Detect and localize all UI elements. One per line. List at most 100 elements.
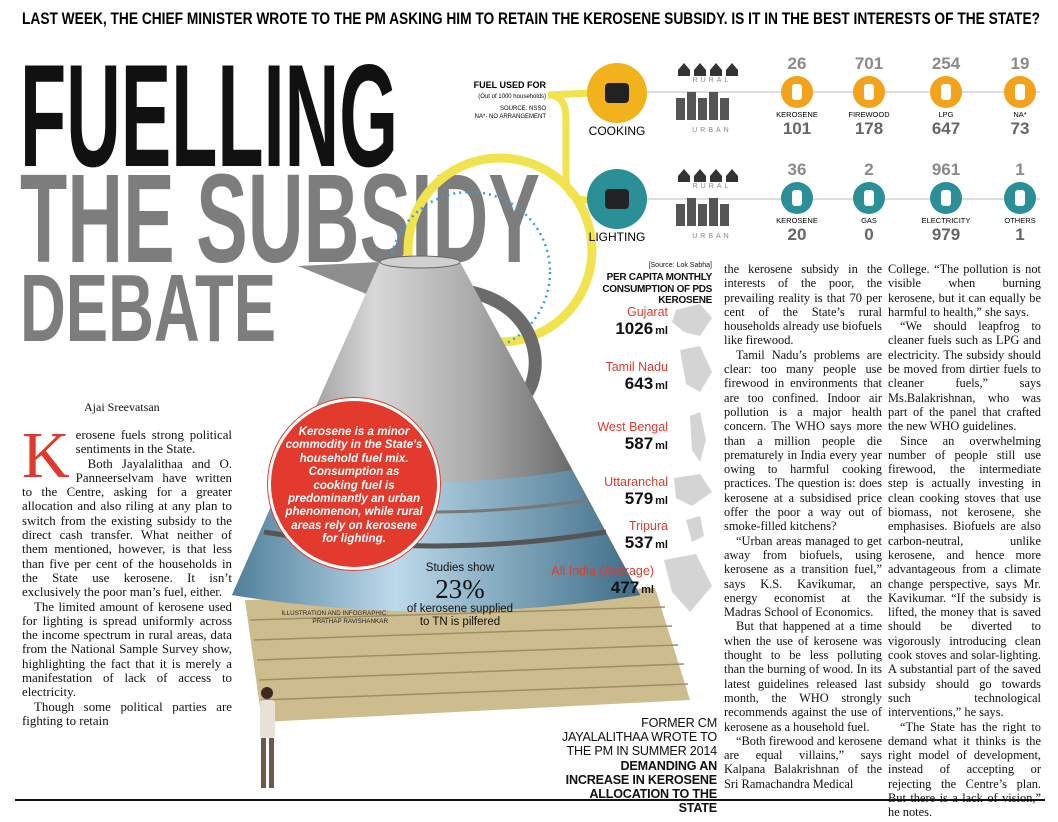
quote-bold: DEMANDING AN INCREASE IN KEROSENE ALLOCA… — [565, 758, 718, 816]
person — [261, 738, 266, 788]
urban-value: 20 — [788, 225, 807, 244]
house-icon — [710, 63, 722, 76]
house-icon — [726, 63, 738, 76]
building-icon — [698, 98, 707, 120]
state-name: Uttaranchal — [604, 475, 668, 489]
value-number: 579 — [624, 489, 654, 508]
rural-value: 2 — [864, 160, 873, 179]
byline: Ajai Sreevatsan — [84, 400, 160, 414]
building-icon — [698, 204, 707, 226]
consumption-source: [Source: Lok Sabha] — [648, 262, 712, 269]
state-maps — [664, 304, 712, 612]
jug-spout — [298, 262, 386, 302]
state-value: 643 ml — [548, 374, 668, 396]
panel-subtitle: (Out of 1000 households) — [478, 94, 546, 100]
state-value: 477 ml — [548, 578, 654, 600]
fuel-label: LPG — [938, 110, 953, 119]
value-unit: ml — [655, 440, 668, 452]
value-unit: ml — [655, 495, 668, 507]
stat: Studies show 23% of kerosene supplied to… — [405, 562, 515, 629]
state-name: Gujarat — [627, 305, 668, 319]
dotted-ring — [388, 190, 552, 354]
rural-label: RURAL — [693, 77, 732, 84]
value-number: 643 — [624, 374, 654, 393]
house-icon — [678, 169, 690, 182]
house-icon — [726, 169, 738, 182]
fuel-label: KEROSENE — [776, 216, 818, 225]
urban-label: URBAN — [692, 233, 732, 240]
paragraph: “Urban areas managed to get away from bi… — [724, 533, 882, 620]
callout: Kerosene is a minor commodity in the Sta… — [268, 398, 440, 570]
consumption-title: PER CAPITA MONTHLY CONSUMPTION OF PDS KE… — [602, 272, 712, 306]
building-icon — [720, 98, 729, 120]
rural-value: 26 — [788, 54, 807, 73]
building-icon — [709, 92, 718, 120]
state-value: 579 ml — [548, 489, 668, 511]
state-name: Tamil Nadu — [605, 360, 668, 374]
building-icon — [687, 198, 696, 226]
house-icon — [678, 63, 690, 76]
urban-value: 979 — [932, 225, 960, 244]
article-column: the kerosene subsidy in the interests of… — [724, 262, 882, 791]
fuel-icon-glyph — [1015, 84, 1025, 100]
state-entry: All India (Average) 477 ml — [548, 565, 654, 600]
state-entry: Tripura 537 ml — [548, 520, 668, 555]
jug-rim — [379, 255, 461, 269]
person — [261, 687, 273, 699]
person — [260, 700, 275, 738]
rural-label: RURAL — [693, 183, 732, 190]
urban-value: 101 — [783, 119, 811, 138]
fuel-icon-glyph — [941, 190, 951, 206]
value-unit: ml — [655, 380, 668, 392]
fuel-icon-glyph — [864, 84, 874, 100]
title-line: DEBATE — [20, 255, 276, 362]
paragraph: Since an overwhelming number of people s… — [888, 433, 1041, 720]
connector — [547, 89, 591, 204]
pull-quote: FORMER CM JAYALALITHAA WROTE TO THE PM I… — [555, 716, 717, 815]
value-number: 477 — [610, 578, 640, 597]
urban-value: 647 — [932, 119, 960, 138]
fuel-icon-glyph — [864, 190, 874, 206]
state-entry: Gujarat 1026 ml — [548, 306, 668, 341]
paragraph: the kerosene subsidy in the interests of… — [724, 262, 882, 348]
building-icon — [720, 204, 729, 226]
use-label: COOKING — [589, 124, 646, 138]
urban-value: 178 — [855, 119, 883, 138]
building-icon — [709, 198, 718, 226]
value-number: 537 — [624, 533, 654, 552]
state-name: All India (Average) — [551, 564, 654, 578]
paragraph: But that happened at a time when the use… — [724, 619, 882, 734]
title-line: FUELLING — [20, 34, 398, 197]
fuel-label: KEROSENE — [776, 110, 818, 119]
article-column: College. “The pollution is not visible w… — [888, 262, 1041, 820]
paragraph: Though some political parties are fighti… — [22, 699, 232, 728]
panel-source: SOURCE: NSSO — [500, 106, 546, 112]
money-stripes — [249, 606, 689, 701]
paragraph: Both Jayalalithaa and O. Panneerselvam h… — [22, 456, 232, 600]
fuel-label: FIREWOOD — [848, 110, 890, 119]
state-value: 587 ml — [548, 434, 668, 456]
rural-value: 1 — [1015, 160, 1024, 179]
state-value: 537 ml — [548, 533, 668, 555]
fuel-icon-glyph — [792, 84, 802, 100]
value-number: 587 — [624, 434, 654, 453]
paragraph: “We should leapfrog to cleaner fuels suc… — [888, 319, 1041, 434]
person — [269, 738, 274, 788]
kicker: LAST WEEK, THE CHIEF MINISTER WROTE TO T… — [22, 9, 1040, 28]
house-icon — [710, 169, 722, 182]
use-icon-glyph — [605, 189, 629, 209]
state-entry: Uttaranchal 579 ml — [548, 476, 668, 511]
state-entry: West Bengal 587 ml — [548, 421, 668, 456]
state-entry: Tamil Nadu 643 ml — [548, 361, 668, 396]
urban-label: URBAN — [692, 127, 732, 134]
fuel-label: ELECTRICITY — [922, 216, 971, 225]
state-name: West Bengal — [597, 420, 668, 434]
paragraph: The limited amount of kerosene used for … — [22, 599, 232, 700]
fuel-icon-glyph — [792, 190, 802, 206]
stat-lead: Studies show — [425, 562, 495, 574]
panel-note: NA*- NO ARRANGEMENT — [475, 114, 547, 120]
rural-value: 961 — [932, 160, 960, 179]
rural-value: 254 — [932, 54, 961, 73]
